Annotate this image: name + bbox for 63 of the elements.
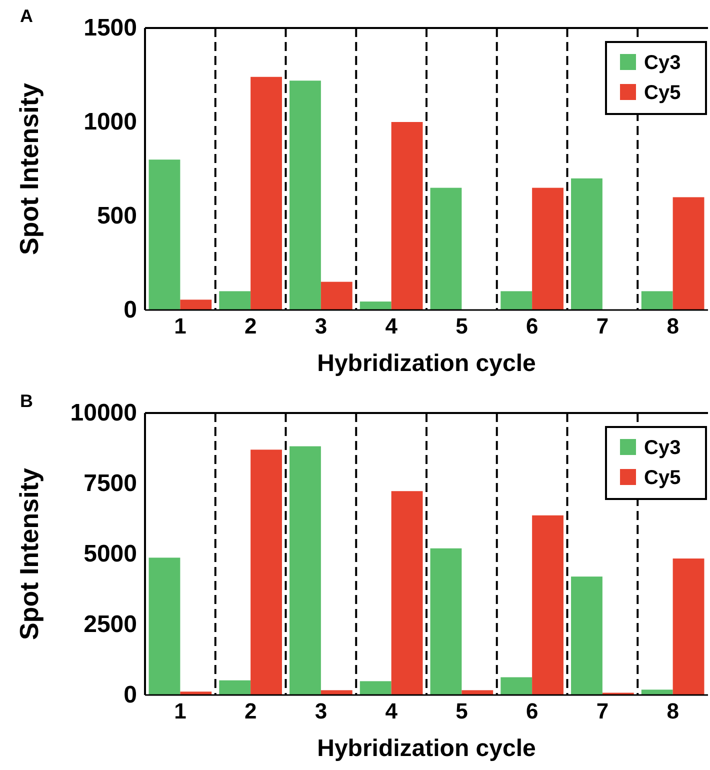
bar bbox=[391, 122, 423, 310]
x-tick-label: 1 bbox=[174, 698, 186, 724]
x-tick-label: 7 bbox=[596, 314, 609, 339]
legend-label: Cy5 bbox=[644, 82, 681, 104]
y-tick-label: 1000 bbox=[84, 108, 137, 136]
bar bbox=[532, 188, 564, 310]
bar bbox=[250, 76, 282, 310]
bar bbox=[430, 188, 462, 310]
x-tick-label: 1 bbox=[174, 314, 186, 339]
x-tick-label: 5 bbox=[456, 698, 468, 724]
bar bbox=[180, 300, 212, 310]
bar bbox=[672, 558, 704, 695]
bar bbox=[320, 690, 352, 695]
bar bbox=[290, 446, 321, 695]
legend-label: Cy5 bbox=[644, 467, 681, 489]
bar bbox=[641, 690, 673, 695]
x-tick-label: 8 bbox=[666, 698, 679, 724]
bar bbox=[250, 450, 282, 695]
y-axis-title: Spot Intensity bbox=[14, 468, 44, 640]
bar bbox=[290, 80, 321, 310]
bar bbox=[430, 548, 462, 695]
x-tick-label: 4 bbox=[385, 698, 398, 724]
chart-title: B bbox=[20, 391, 33, 411]
x-tick-label: 8 bbox=[666, 314, 679, 339]
bar bbox=[571, 178, 602, 310]
y-tick-label: 7500 bbox=[84, 470, 137, 498]
x-tick-label: 3 bbox=[314, 698, 328, 724]
x-tick-label: 2 bbox=[244, 314, 257, 339]
bar bbox=[360, 681, 392, 695]
x-tick-label: 2 bbox=[244, 698, 257, 724]
bar bbox=[360, 302, 392, 310]
bar bbox=[672, 197, 704, 310]
bar bbox=[641, 291, 673, 310]
x-tick-label: 7 bbox=[596, 698, 609, 724]
bar bbox=[148, 160, 180, 310]
bar bbox=[500, 677, 532, 695]
x-axis-title: Hybridization cycle bbox=[317, 350, 536, 377]
bar bbox=[462, 690, 494, 695]
bar bbox=[219, 291, 251, 310]
chart-title: A bbox=[20, 6, 33, 26]
x-tick-label: 6 bbox=[526, 698, 538, 724]
x-axis-title: Hybridization cycle bbox=[317, 735, 536, 762]
bar bbox=[148, 558, 180, 695]
legend-label: Cy3 bbox=[644, 437, 681, 459]
x-tick-label: 4 bbox=[385, 314, 398, 339]
x-tick-label: 5 bbox=[456, 314, 468, 339]
y-tick-label: 500 bbox=[96, 202, 137, 230]
y-tick-label: 0 bbox=[124, 682, 137, 709]
y-tick-label: 1500 bbox=[84, 14, 137, 42]
bar bbox=[571, 576, 602, 695]
bar bbox=[391, 491, 423, 695]
x-tick-label: 6 bbox=[526, 314, 538, 339]
bar bbox=[219, 680, 251, 695]
y-tick-label: 5000 bbox=[84, 540, 137, 568]
bar bbox=[500, 291, 532, 310]
y-axis-title: Spot Intensity bbox=[14, 82, 44, 255]
x-tick-label: 3 bbox=[314, 314, 328, 339]
y-tick-label: 2500 bbox=[84, 611, 137, 638]
bar bbox=[532, 515, 564, 695]
bar bbox=[320, 282, 352, 310]
y-tick-label: 0 bbox=[124, 296, 137, 324]
y-tick-label: 10000 bbox=[70, 400, 137, 427]
legend-label: Cy3 bbox=[644, 52, 681, 74]
